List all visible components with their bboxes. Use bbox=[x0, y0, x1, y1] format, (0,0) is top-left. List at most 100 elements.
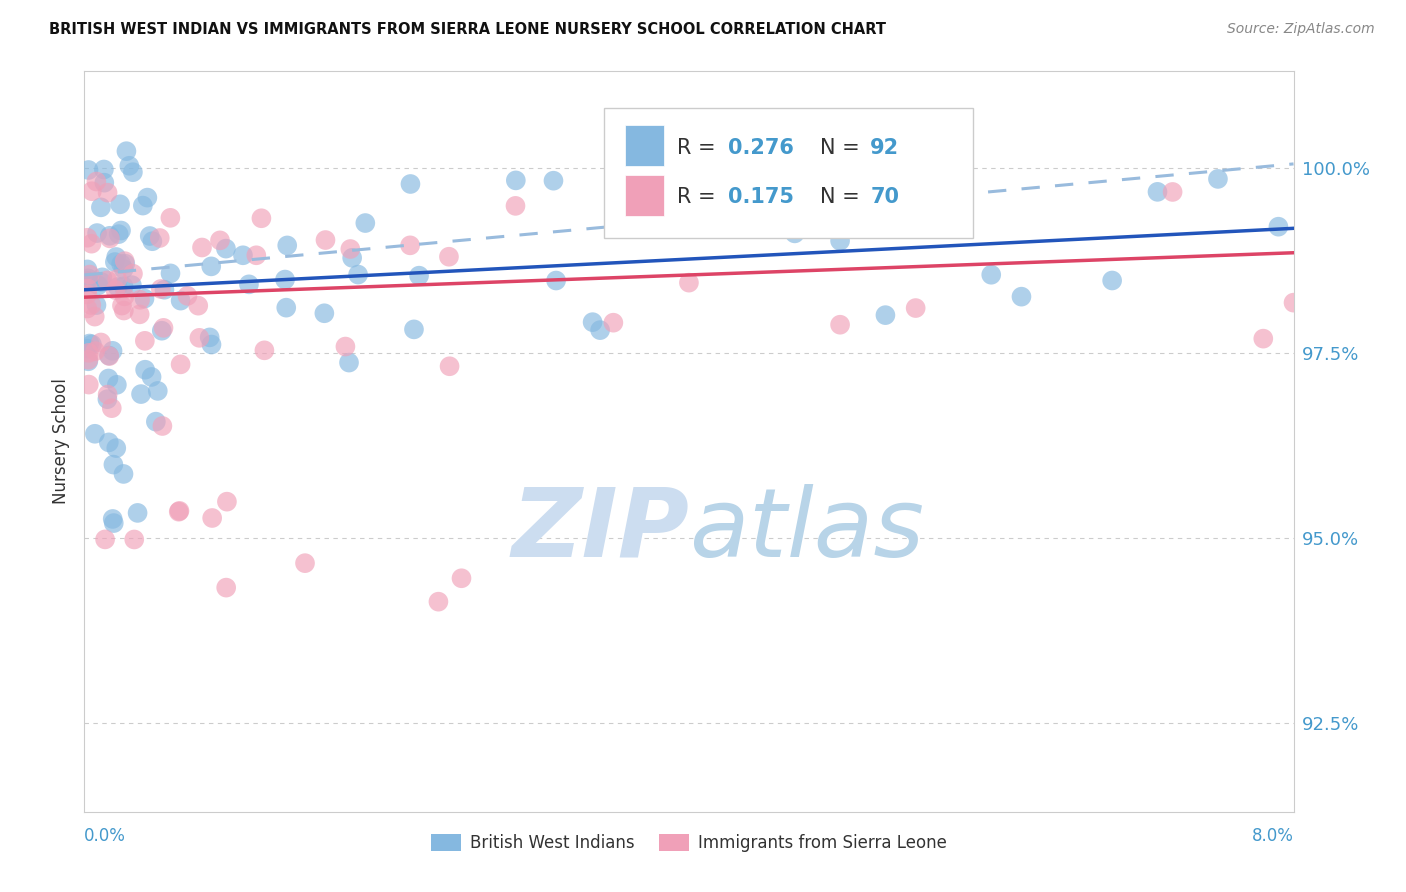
Point bbox=[80, 236, 103, 251]
Point bbox=[80, 298, 103, 312]
Point bbox=[90, 200, 112, 214]
Point bbox=[86, 226, 108, 240]
Text: 92: 92 bbox=[870, 137, 900, 158]
Point bbox=[83, 426, 105, 441]
Point bbox=[208, 233, 231, 247]
Point bbox=[96, 392, 118, 406]
Point bbox=[129, 387, 152, 401]
Point bbox=[86, 298, 108, 312]
Point bbox=[215, 242, 238, 256]
Point bbox=[114, 254, 136, 268]
Point bbox=[830, 234, 852, 248]
Point bbox=[200, 260, 222, 274]
Point bbox=[1282, 295, 1305, 310]
Point bbox=[152, 419, 174, 434]
Point bbox=[149, 231, 172, 245]
Point bbox=[97, 371, 120, 385]
Point bbox=[93, 176, 115, 190]
Point bbox=[118, 159, 141, 173]
Point bbox=[122, 533, 145, 547]
Point bbox=[950, 219, 973, 234]
Point bbox=[1011, 290, 1033, 304]
Point bbox=[201, 511, 224, 525]
Text: Source: ZipAtlas.com: Source: ZipAtlas.com bbox=[1227, 22, 1375, 37]
Point bbox=[589, 323, 612, 337]
Point bbox=[450, 571, 472, 585]
Point bbox=[337, 355, 360, 369]
Point bbox=[783, 227, 806, 241]
Point bbox=[90, 335, 112, 350]
Point bbox=[105, 441, 128, 455]
Point bbox=[294, 556, 316, 570]
Point bbox=[103, 516, 125, 530]
Point bbox=[136, 191, 159, 205]
Point bbox=[127, 506, 149, 520]
Point bbox=[98, 349, 121, 363]
Point bbox=[132, 198, 155, 212]
Point bbox=[103, 458, 125, 472]
Point bbox=[107, 280, 129, 294]
Text: N =: N = bbox=[820, 137, 866, 158]
Point bbox=[134, 362, 156, 376]
Point bbox=[122, 267, 145, 281]
Point bbox=[77, 346, 100, 360]
Point bbox=[1161, 185, 1184, 199]
Point bbox=[169, 504, 191, 518]
Point bbox=[121, 278, 143, 293]
Point bbox=[276, 301, 298, 315]
Point bbox=[98, 349, 121, 363]
FancyBboxPatch shape bbox=[605, 109, 973, 238]
Point bbox=[399, 238, 422, 252]
Point bbox=[76, 262, 98, 277]
Point bbox=[830, 318, 852, 332]
Point bbox=[80, 184, 103, 198]
Point bbox=[111, 299, 134, 313]
Point bbox=[101, 343, 124, 358]
Point bbox=[169, 357, 191, 371]
Point bbox=[104, 283, 127, 297]
Point bbox=[238, 277, 260, 292]
Point bbox=[79, 336, 101, 351]
Point bbox=[188, 331, 211, 345]
Point bbox=[108, 197, 131, 211]
Point bbox=[83, 310, 105, 324]
Point bbox=[149, 282, 172, 296]
Point bbox=[335, 340, 357, 354]
Point bbox=[141, 234, 163, 248]
Point bbox=[96, 273, 118, 287]
Point bbox=[754, 152, 776, 166]
Text: atlas: atlas bbox=[689, 483, 924, 577]
Point bbox=[980, 268, 1002, 282]
Point bbox=[339, 242, 361, 256]
Point bbox=[76, 301, 98, 316]
Text: 0.0%: 0.0% bbox=[84, 827, 127, 845]
Text: 0.276: 0.276 bbox=[728, 137, 793, 158]
Point bbox=[77, 163, 100, 178]
Point bbox=[112, 262, 135, 277]
Point bbox=[191, 240, 214, 254]
Point bbox=[1206, 172, 1229, 186]
Point bbox=[505, 199, 527, 213]
Point bbox=[112, 303, 135, 318]
FancyBboxPatch shape bbox=[624, 126, 664, 166]
Point bbox=[105, 377, 128, 392]
Point bbox=[114, 289, 136, 303]
Point bbox=[1253, 332, 1275, 346]
Point bbox=[91, 270, 114, 285]
Point bbox=[408, 268, 430, 283]
Point bbox=[110, 223, 132, 237]
Text: 8.0%: 8.0% bbox=[1251, 827, 1294, 845]
Point bbox=[232, 248, 254, 262]
Point bbox=[76, 231, 98, 245]
Point bbox=[159, 211, 181, 225]
Point bbox=[274, 272, 297, 286]
Point bbox=[101, 401, 124, 416]
Point bbox=[76, 342, 98, 356]
Point bbox=[90, 275, 112, 289]
Point bbox=[678, 276, 700, 290]
Point bbox=[253, 343, 276, 358]
Point bbox=[97, 186, 120, 200]
Text: R =: R = bbox=[676, 137, 723, 158]
Point bbox=[134, 292, 156, 306]
Point bbox=[93, 162, 115, 177]
